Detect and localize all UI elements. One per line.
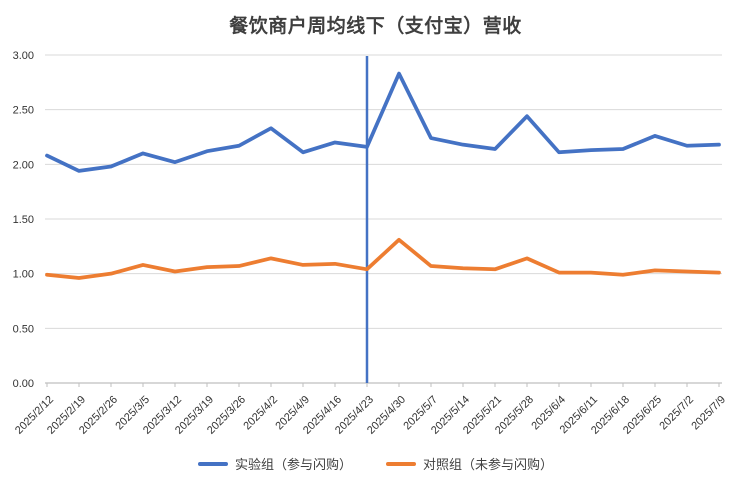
y-tick-label: 1.50	[13, 214, 34, 226]
y-tick-label: 2.50	[13, 105, 34, 117]
legend-label-experimental: 实验组（参与闪购）	[234, 457, 352, 472]
y-tick-label: 1.00	[13, 269, 34, 281]
series-line-control	[45, 237, 721, 280]
legend-item-control: 对照组（未参与闪购）	[386, 454, 553, 473]
x-tick-label: 2025/4/2	[241, 394, 280, 433]
legend-item-experimental: 实验组（参与闪购）	[197, 454, 352, 473]
legend: 实验组（参与闪购） 对照组（未参与闪购）	[0, 454, 751, 473]
y-tick-label: 0.00	[13, 378, 34, 390]
x-tick-label: 2025/7/2	[657, 394, 696, 433]
legend-swatch-experimental	[197, 461, 228, 466]
y-tick-label: 0.50	[13, 323, 34, 335]
legend-label-control: 对照组（未参与闪购）	[423, 457, 554, 472]
x-tick-label: 2025/7/9	[689, 394, 728, 433]
legend-swatch-control	[386, 461, 416, 466]
y-tick-label: 2.00	[13, 159, 34, 171]
series-line-experimental	[45, 71, 721, 173]
y-tick-label: 3.00	[13, 50, 34, 62]
chart-title: 餐饮商户周均线下（支付宝）营收	[229, 16, 522, 37]
